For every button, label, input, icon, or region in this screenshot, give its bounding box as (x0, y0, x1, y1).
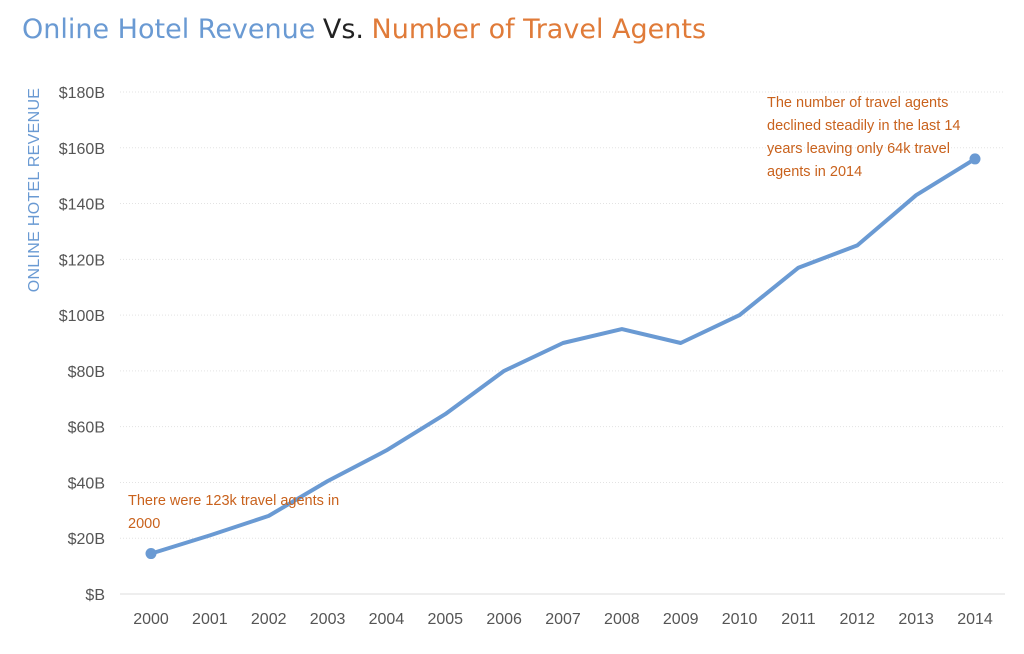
x-tick-label: 2005 (427, 611, 463, 628)
x-tick-label: 2003 (310, 611, 346, 628)
y-tick-label: $80B (68, 364, 105, 381)
chart-title: Online Hotel Revenue Vs. Number of Trave… (22, 14, 706, 45)
x-tick-label: 2011 (781, 611, 816, 628)
y-tick-label: $20B (68, 531, 105, 548)
x-tick-label: 2012 (839, 611, 875, 628)
y-tick-label: $180B (59, 85, 105, 102)
y-tick-label: $120B (59, 252, 105, 269)
y-tick-label: $40B (68, 475, 105, 492)
y-tick-label: $140B (59, 197, 105, 214)
x-tick-label: 2001 (192, 611, 228, 628)
annotation-2000: There were 123k travel agents in 2000 (128, 493, 340, 532)
x-tick-label: 2009 (663, 611, 699, 628)
x-tick-label: 2010 (722, 611, 758, 628)
x-tick-label: 2000 (133, 611, 169, 628)
x-tick-label: 2014 (957, 611, 993, 628)
title-revenue: Online Hotel Revenue (22, 14, 316, 45)
y-tick-label: $B (85, 587, 105, 604)
title-vs: Vs. (322, 14, 365, 45)
x-tick-label: 2013 (898, 611, 934, 628)
revenue-series-line (149, 156, 977, 556)
y-tick-label: $160B (59, 141, 105, 158)
x-tick-label: 2006 (486, 611, 522, 628)
data-point-marker (969, 153, 981, 165)
x-tick-label: 2004 (369, 611, 405, 628)
y-tick-label: $60B (68, 420, 105, 437)
x-tick-label: 2008 (604, 611, 640, 628)
x-tick-label: 2007 (545, 611, 581, 628)
annotation-2014: The number of travel agents declined ste… (767, 95, 961, 180)
title-agents: Number of Travel Agents (371, 14, 707, 45)
data-point-marker (145, 548, 157, 560)
x-tick-label: 2002 (251, 611, 287, 628)
y-tick-label: $100B (59, 308, 105, 325)
